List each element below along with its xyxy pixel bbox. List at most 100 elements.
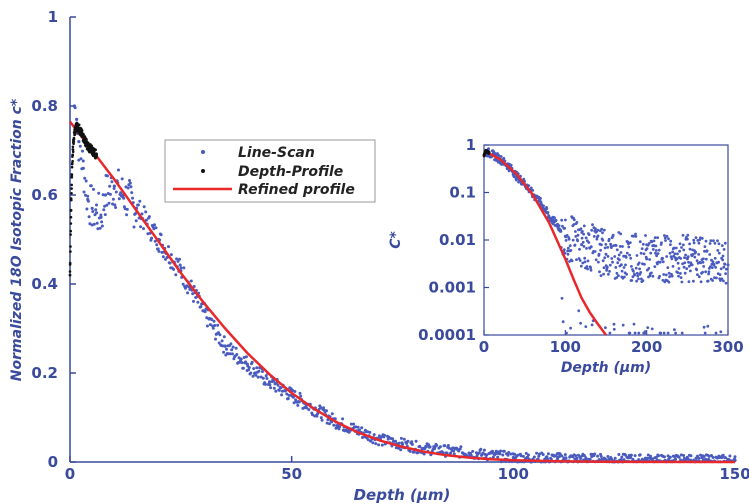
inset-line-scan-point <box>706 279 710 283</box>
line-scan-point <box>360 426 364 430</box>
inset-line-scan-point <box>717 242 721 246</box>
inset-line-scan-point <box>666 266 670 269</box>
inset-line-scan-point <box>640 247 644 251</box>
line-scan-point <box>84 179 88 183</box>
inset-line-scan-point <box>584 325 588 328</box>
line-scan-point <box>682 454 686 457</box>
depth-profile-point <box>71 150 75 153</box>
line-scan-point <box>445 451 449 455</box>
line-scan-point <box>305 406 309 410</box>
inset-line-scan-point <box>673 328 676 331</box>
inset-line-scan-point <box>578 259 582 262</box>
line-scan-point <box>333 417 337 421</box>
line-scan-point <box>575 456 579 460</box>
line-scan-point <box>212 319 216 323</box>
line-scan-point <box>330 412 334 416</box>
depth-profile-point <box>69 229 72 233</box>
inset-line-scan-point <box>672 246 676 250</box>
inset-line-scan-point <box>605 265 609 269</box>
inset-line-scan-point <box>582 232 585 236</box>
inset-line-scan-point <box>676 271 680 274</box>
main-y-tick-label: 0.6 <box>31 186 58 204</box>
inset-line-scan-point <box>572 223 576 226</box>
inset-line-scan-point <box>651 248 655 251</box>
inset-line-scan-point <box>687 260 690 264</box>
line-scan-point <box>677 455 681 459</box>
line-scan-point <box>499 449 503 453</box>
inset-line-scan-point <box>581 230 584 233</box>
depth-profile-point <box>84 140 87 144</box>
inset-line-scan-point <box>650 327 654 331</box>
inset-line-scan-point <box>566 249 569 253</box>
main-x-tick-label: 150 <box>719 465 749 483</box>
inset-line-scan-point <box>710 266 714 269</box>
line-scan-point <box>72 104 77 108</box>
inset-line-scan-point <box>683 261 687 265</box>
line-scan-point <box>176 259 180 263</box>
inset-line-scan-point <box>679 276 683 279</box>
line-scan-point <box>100 224 104 228</box>
inset-line-scan-point <box>721 254 725 258</box>
line-scan-point <box>286 397 290 400</box>
line-scan-point <box>186 291 190 295</box>
line-scan-point <box>125 213 129 217</box>
inset-line-scan-point <box>703 249 706 253</box>
inset-line-scan-point <box>577 309 581 313</box>
inset-line-scan-point <box>568 244 572 248</box>
inset-line-scan-point <box>692 238 696 242</box>
inset-line-scan-point <box>614 266 618 269</box>
line-scan-point <box>579 457 583 460</box>
line-scan-point <box>452 452 456 456</box>
inset-line-scan-point <box>641 242 645 246</box>
inset-frame <box>483 144 729 336</box>
inset-line-scan-point <box>679 257 683 260</box>
line-scan-point <box>606 455 610 458</box>
inset-line-scan-point <box>575 258 578 261</box>
line-scan-point <box>110 180 114 184</box>
line-scan-point <box>169 253 173 257</box>
inset-line-scan-point <box>614 244 618 247</box>
line-scan-point <box>374 442 378 446</box>
line-scan-point <box>423 447 427 451</box>
line-scan-point <box>428 445 432 449</box>
inset-line-scan-point <box>596 228 600 232</box>
inset-line-scan-point <box>674 246 678 250</box>
inset-line-scan-point <box>561 224 564 228</box>
inset-line-scan-point <box>595 237 599 241</box>
inset-line-scan-point <box>685 257 689 261</box>
line-scan-point <box>377 443 381 447</box>
depth-profile-point <box>73 131 76 135</box>
inset-line-scan-point <box>688 242 691 246</box>
inset-line-scan-point <box>566 246 570 250</box>
line-scan-point <box>617 453 621 456</box>
inset-line-scan-point <box>650 240 654 244</box>
main-x-axis-title: Depth (μm) <box>354 486 451 504</box>
line-scan-point <box>257 369 261 373</box>
line-scan-point <box>140 212 144 216</box>
inset-line-scan-point <box>663 234 666 237</box>
line-scan-point <box>272 379 276 383</box>
line-scan-point <box>210 318 214 322</box>
line-scan-point <box>588 457 592 461</box>
line-scan-point <box>245 362 249 366</box>
inset-line-scan-point <box>724 272 727 275</box>
inset-line-scan-point <box>645 247 649 251</box>
inset-line-scan-point <box>584 236 588 240</box>
inset-line-scan-point <box>599 274 603 277</box>
line-scan-point <box>613 456 617 460</box>
line-scan-point <box>502 449 506 453</box>
line-scan-point <box>172 267 176 271</box>
inset-line-scan-point <box>502 156 506 160</box>
inset-line-scan-point <box>634 235 638 238</box>
inset-line-scan-point <box>669 243 672 247</box>
line-scan-point <box>338 425 342 429</box>
inset-line-scan-point <box>561 320 565 324</box>
inset-line-scan-point <box>628 241 632 245</box>
line-scan-point <box>159 233 163 237</box>
line-scan-point <box>89 184 93 188</box>
depth-profile-point <box>70 175 74 179</box>
line-scan-point <box>521 454 525 458</box>
line-scan-point <box>686 457 690 461</box>
line-scan-point <box>86 194 90 198</box>
line-scan-point <box>181 282 185 286</box>
